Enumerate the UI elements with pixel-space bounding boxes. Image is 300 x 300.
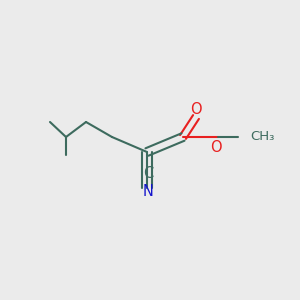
Text: C: C bbox=[143, 166, 153, 181]
Text: N: N bbox=[142, 184, 153, 199]
Text: CH₃: CH₃ bbox=[250, 130, 274, 143]
Text: O: O bbox=[190, 103, 202, 118]
Text: O: O bbox=[210, 140, 222, 154]
